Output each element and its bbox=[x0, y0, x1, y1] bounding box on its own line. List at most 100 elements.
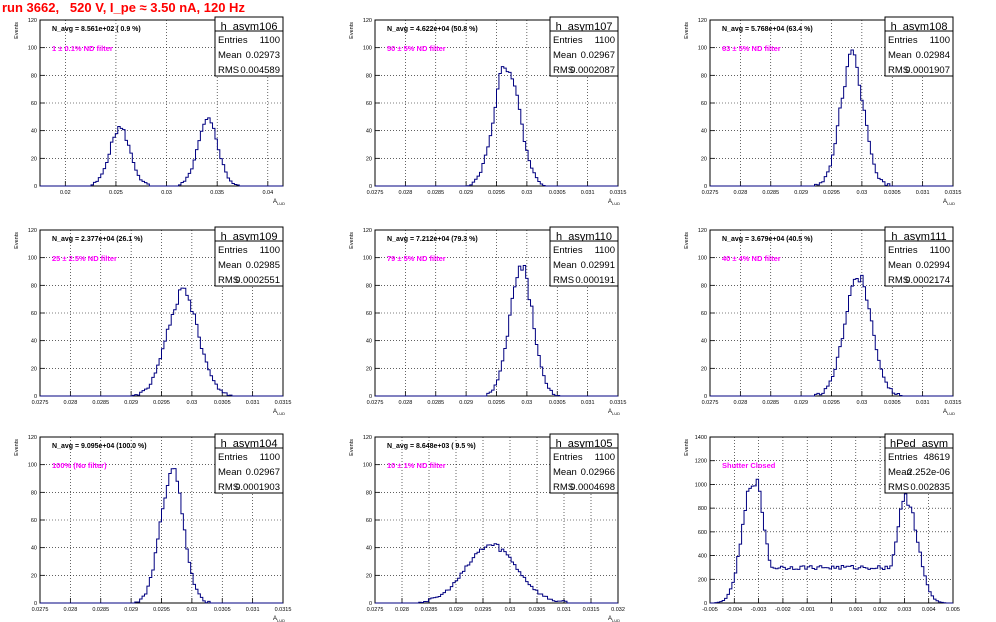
x-tick-label: 0.04 bbox=[262, 190, 273, 196]
x-tick-label: 0.0285 bbox=[762, 190, 779, 196]
x-tick-label: 0.0285 bbox=[92, 400, 109, 406]
y-tick-label: 60 bbox=[31, 101, 37, 107]
y-tick-label: 40 bbox=[31, 339, 37, 345]
y-tick-label: 20 bbox=[366, 366, 372, 372]
x-tick-label: 0.028 bbox=[398, 400, 412, 406]
stats-label: RMS bbox=[218, 65, 239, 76]
stats-label: Mean bbox=[888, 260, 912, 271]
stats-value: 2.252e-06 bbox=[907, 467, 950, 478]
x-tick-label: 0.03 bbox=[857, 190, 868, 196]
y-tick-label: 120 bbox=[363, 18, 372, 24]
stats-label: Mean bbox=[888, 50, 912, 61]
stats-box bbox=[214, 30, 284, 77]
y-tick-label: 80 bbox=[366, 490, 372, 496]
x-tick-label: 0.028 bbox=[733, 190, 747, 196]
x-tick-label: 0.0295 bbox=[488, 400, 505, 406]
x-tick-label: 0.0275 bbox=[367, 607, 384, 613]
stats-value: 0.02994 bbox=[916, 260, 950, 271]
y-tick-label: 80 bbox=[31, 283, 37, 289]
x-tick-label: 0.0305 bbox=[549, 190, 566, 196]
x-tick-label: 0.031 bbox=[246, 607, 260, 613]
y-tick-label: 60 bbox=[31, 311, 37, 317]
y-tick-label: 20 bbox=[31, 366, 37, 372]
stats-label: Entries bbox=[888, 35, 918, 46]
stats-box bbox=[549, 30, 619, 77]
stats-box bbox=[884, 240, 954, 287]
x-tick-label: 0.0275 bbox=[702, 400, 719, 406]
x-tick-label: 0.029 bbox=[794, 190, 808, 196]
stats-label: Mean bbox=[218, 50, 242, 61]
filter-annotation: 100% (No filter) bbox=[52, 461, 107, 470]
x-tick-label: 0.0275 bbox=[32, 400, 49, 406]
y-tick-label: 80 bbox=[366, 73, 372, 79]
y-tick-label: 60 bbox=[366, 518, 372, 524]
y-tick-label: 120 bbox=[363, 435, 372, 441]
x-tick-label: 0.0305 bbox=[549, 400, 566, 406]
x-tick-label: 0.03 bbox=[522, 190, 533, 196]
histogram-name: h_asym105 bbox=[556, 438, 613, 450]
y-tick-label: 0 bbox=[34, 601, 37, 607]
stats-value: 0.02973 bbox=[246, 50, 280, 61]
stats-value: 0.0001907 bbox=[905, 65, 950, 76]
stats-value: 1100 bbox=[595, 245, 615, 256]
y-tick-label: 200 bbox=[698, 577, 707, 583]
stats-label: Entries bbox=[888, 245, 918, 256]
stats-box bbox=[549, 240, 619, 287]
y-tick-label: 40 bbox=[31, 129, 37, 135]
y-axis-label: Events bbox=[14, 232, 20, 249]
x-tick-label: 0.0295 bbox=[823, 400, 840, 406]
y-tick-label: 0 bbox=[369, 394, 372, 400]
x-tick-label: 0.0275 bbox=[702, 190, 719, 196]
filter-annotation: Shutter Closed bbox=[722, 461, 776, 470]
y-tick-label: 40 bbox=[366, 339, 372, 345]
histogram-series bbox=[710, 274, 953, 397]
y-tick-label: 0 bbox=[34, 394, 37, 400]
y-tick-label: 80 bbox=[31, 73, 37, 79]
filter-annotation: 1 ± 0.1% ND filter bbox=[52, 44, 113, 53]
y-tick-label: 120 bbox=[28, 228, 37, 234]
stats-label: Mean bbox=[553, 50, 577, 61]
y-tick-label: 80 bbox=[366, 283, 372, 289]
stats-label: Entries bbox=[218, 452, 248, 463]
x-tick-label: 0.035 bbox=[210, 190, 224, 196]
stats-label: Entries bbox=[553, 245, 583, 256]
y-tick-label: 100 bbox=[698, 46, 707, 52]
x-axis-label: ALUD bbox=[943, 199, 955, 206]
x-tick-label: 0.0305 bbox=[214, 607, 231, 613]
x-tick-label: 0.031 bbox=[557, 607, 571, 613]
y-tick-label: 60 bbox=[366, 101, 372, 107]
y-tick-label: 40 bbox=[366, 129, 372, 135]
x-tick-label: 0.031 bbox=[581, 190, 595, 196]
stats-label: RMS bbox=[888, 65, 909, 76]
y-tick-label: 600 bbox=[698, 530, 707, 536]
histogram-panel: 0.02 0.025 0.03 0.035 0.04 0 20 40 60 80 100 120 Eve… bbox=[14, 16, 285, 206]
y-tick-label: 40 bbox=[366, 546, 372, 552]
y-tick-label: 100 bbox=[28, 46, 37, 52]
y-tick-label: 100 bbox=[363, 463, 372, 469]
stats-label: Entries bbox=[553, 35, 583, 46]
x-tick-label: 0.029 bbox=[124, 607, 138, 613]
stats-box bbox=[214, 240, 284, 287]
x-tick-label: 0.029 bbox=[124, 400, 138, 406]
x-tick-label: -0.005 bbox=[702, 607, 718, 613]
y-tick-label: 120 bbox=[363, 228, 372, 234]
filter-annotation: 40 ± 4% ND filter bbox=[722, 254, 781, 263]
x-axis-label: ALUD bbox=[608, 199, 620, 206]
y-tick-label: 0 bbox=[369, 184, 372, 190]
histogram-panel: 0.0275 0.028 0.0285 0.029 0.0295 0.03 0.0305 0.… bbox=[349, 226, 627, 416]
stats-label: RMS bbox=[218, 275, 239, 286]
stats-value: 0.02984 bbox=[916, 50, 950, 61]
x-tick-label: 0.0315 bbox=[610, 400, 627, 406]
stats-value: 1100 bbox=[260, 452, 280, 463]
y-tick-label: 100 bbox=[363, 46, 372, 52]
stats-value: 0.02966 bbox=[581, 467, 615, 478]
x-tick-label: 0.0285 bbox=[427, 400, 444, 406]
y-tick-label: 60 bbox=[701, 311, 707, 317]
x-tick-label: 0.0315 bbox=[583, 607, 600, 613]
n-avg-annotation: N_avg = 9.095e+04 (100.0 %) bbox=[52, 443, 147, 450]
y-axis-label: Events bbox=[684, 232, 690, 249]
x-tick-label: 0.028 bbox=[733, 400, 747, 406]
y-axis-label: Events bbox=[684, 439, 690, 456]
y-tick-label: 0 bbox=[704, 394, 707, 400]
stats-value: 0.02985 bbox=[246, 260, 280, 271]
